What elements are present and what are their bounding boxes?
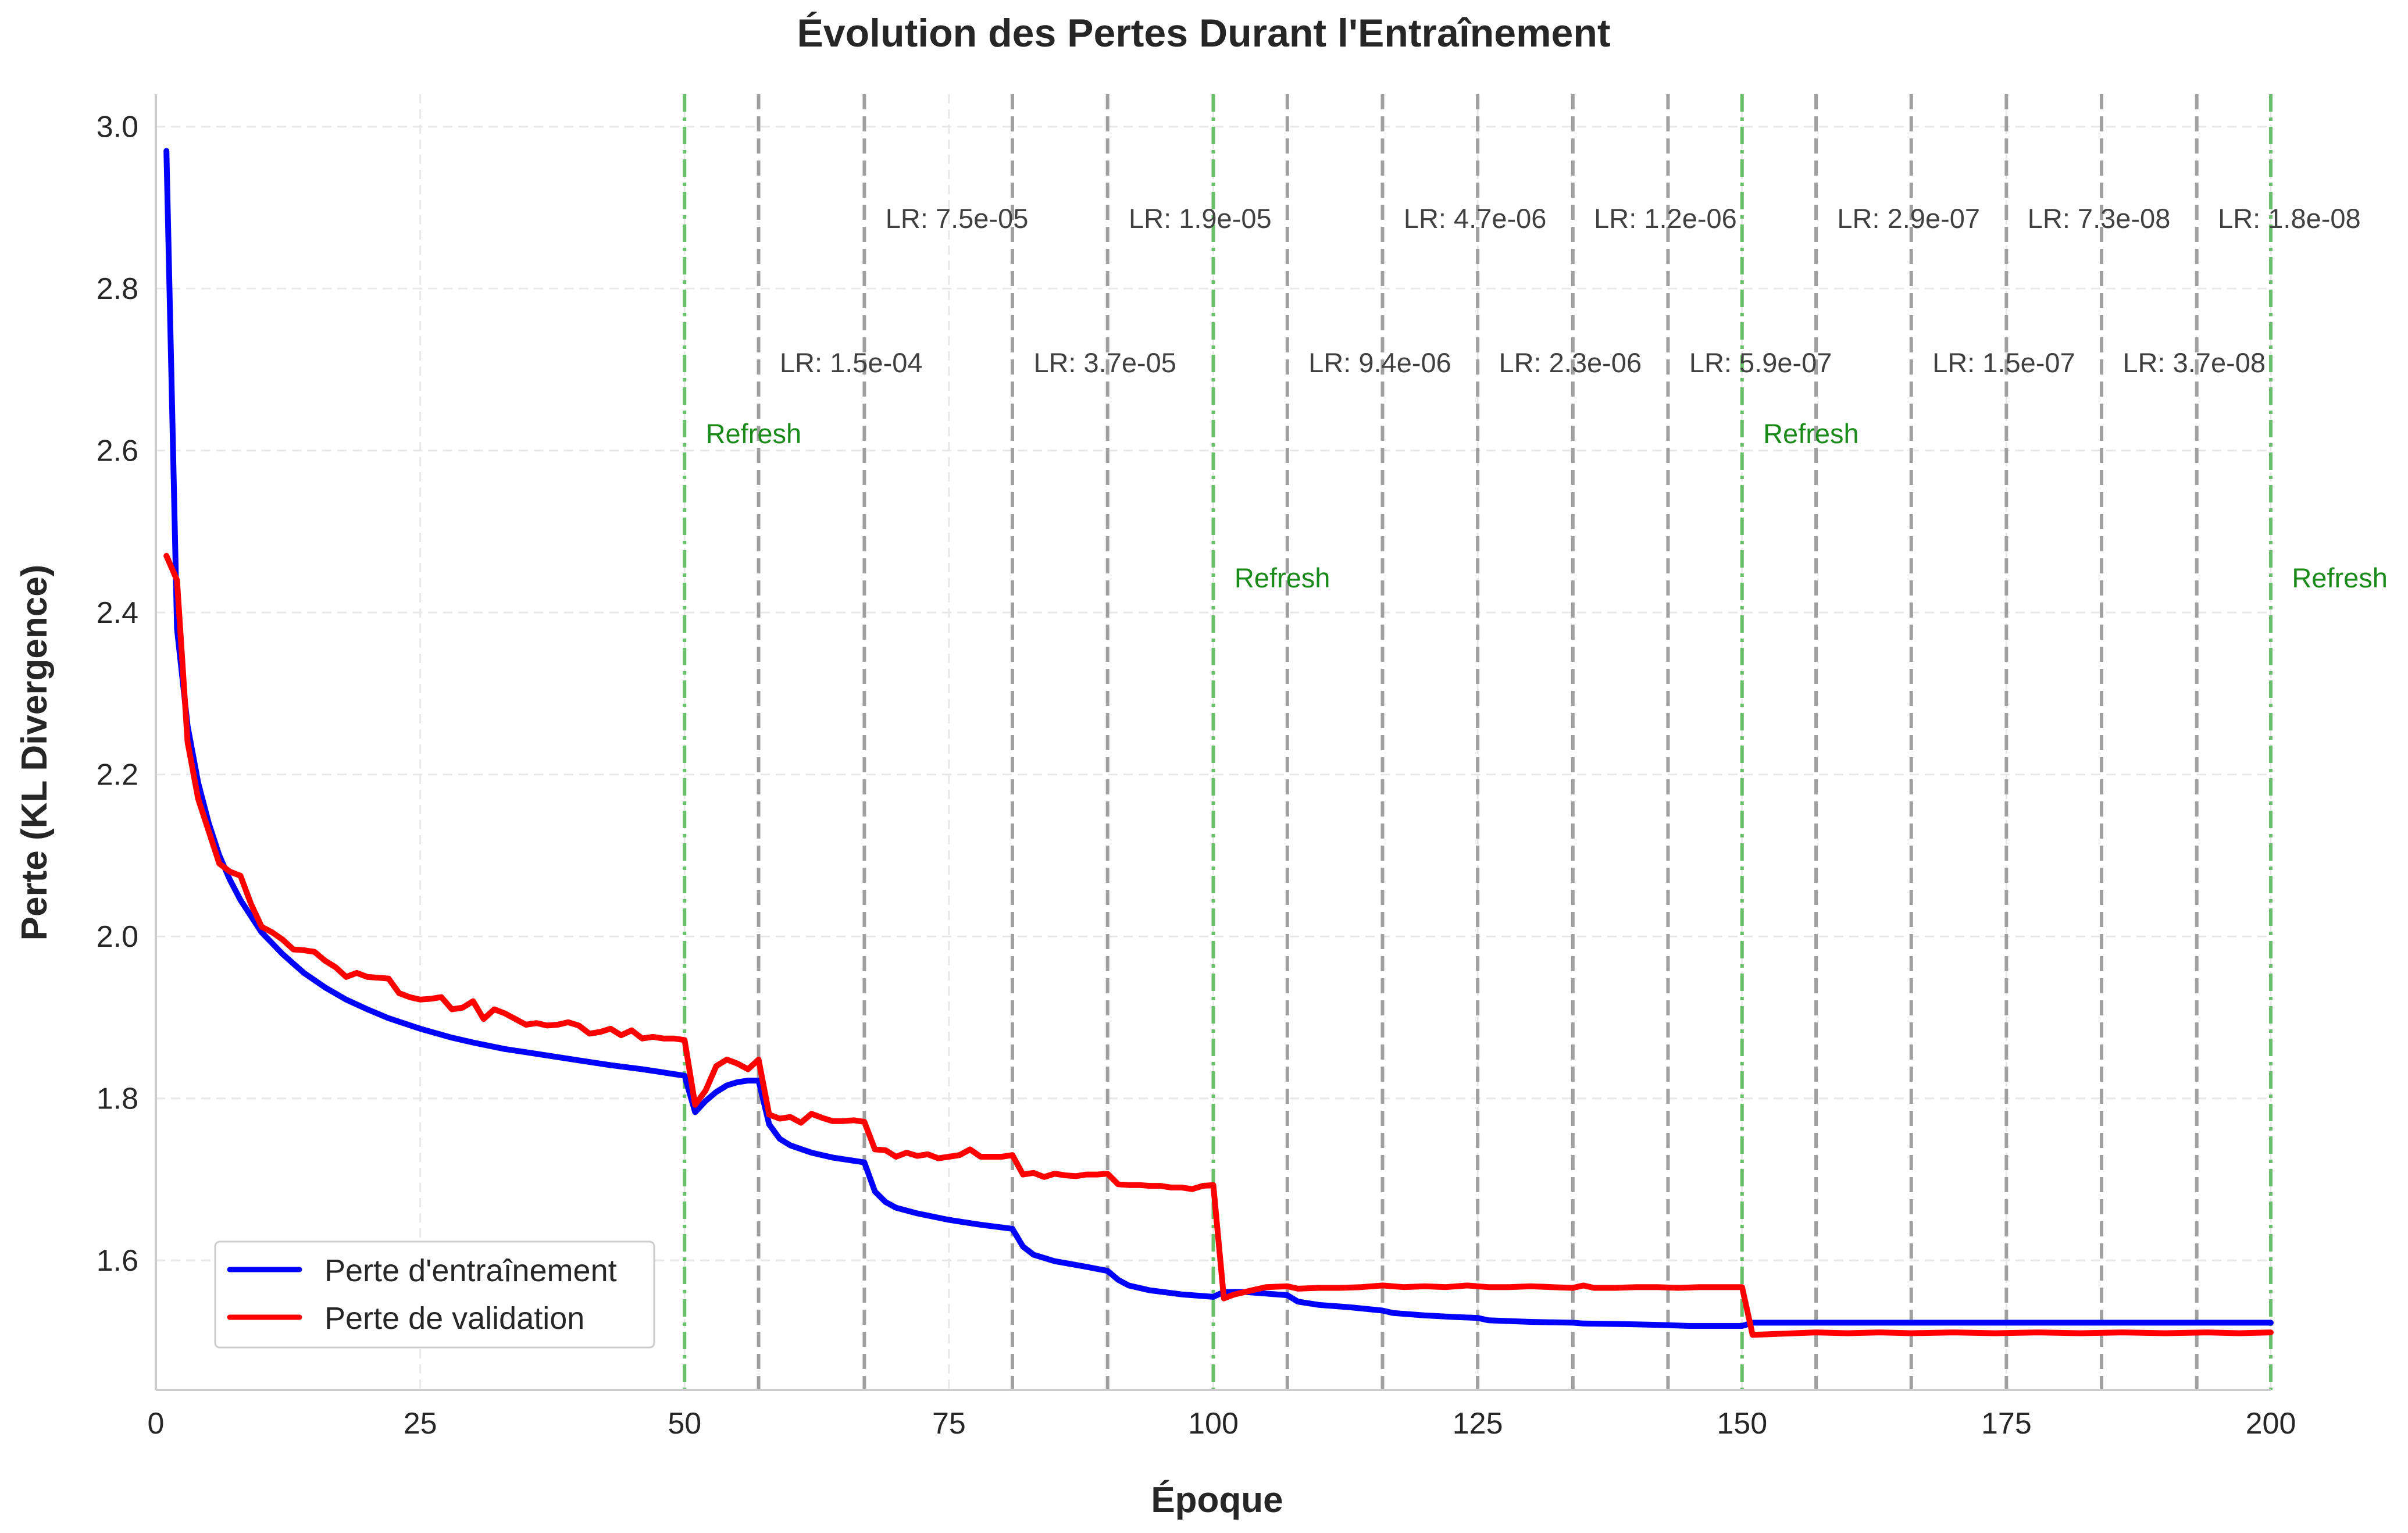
legend-label-validation: Perte de validation: [324, 1301, 584, 1336]
y-tick-label: 2.8: [97, 272, 138, 306]
refresh-annotation: Refresh: [1235, 562, 1330, 593]
x-tick-label: 175: [1981, 1407, 2032, 1441]
refresh-annotation: Refresh: [2292, 562, 2388, 593]
x-tick-label: 50: [668, 1407, 701, 1441]
y-tick-label: 1.8: [97, 1082, 138, 1116]
x-tick-label: 200: [2246, 1407, 2296, 1441]
x-tick-label: 0: [148, 1407, 165, 1441]
y-tick-label: 2.4: [97, 596, 138, 630]
series-line-training: [163, 148, 2274, 1329]
x-tick-label: 75: [932, 1407, 966, 1441]
lr-annotation: LR: 5.9e-07: [1689, 347, 1832, 378]
y-tick-label: 2.6: [97, 434, 138, 468]
lr-annotation: LR: 2.9e-07: [1837, 203, 1980, 234]
y-axis-label: Perte (KL Divergence): [15, 565, 55, 941]
annotations: LR: 1.5e-04 LR: 7.5e-05 LR: 3.7e-05 LR: 1.9…: [706, 203, 2388, 593]
refresh-annotation: Refresh: [706, 418, 802, 449]
lr-annotation: LR: 4.7e-06: [1404, 203, 1547, 234]
axes: 0 25 50 75 100 125 150 175 200 1.6 1.8 2.0 2.2 2.4 2.6…: [97, 94, 2296, 1441]
y-tick-label: 1.6: [97, 1244, 138, 1278]
legend-label-training: Perte d'entraînement: [324, 1253, 617, 1288]
lr-annotation: LR: 7.5e-05: [886, 203, 1029, 234]
lr-annotation: LR: 3.7e-08: [2122, 347, 2266, 378]
series-line-validation: [163, 552, 2274, 1338]
series-lines: [163, 148, 2274, 1338]
lr-annotation: LR: 1.8e-08: [2218, 203, 2361, 234]
lr-annotation: LR: 9.4e-06: [1308, 347, 1451, 378]
legend-box: [214, 1240, 655, 1349]
lr-annotation: LR: 2.3e-06: [1499, 347, 1642, 378]
lr-annotation: LR: 1.2e-06: [1594, 203, 1737, 234]
lr-annotation: LR: 1.5e-07: [1932, 347, 2075, 378]
x-tick-label: 125: [1453, 1407, 1503, 1441]
vertical-markers: [683, 94, 2273, 1390]
x-tick-label: 25: [404, 1407, 437, 1441]
lr-annotation: LR: 7.3e-08: [2028, 203, 2171, 234]
x-axis-label: Époque: [1151, 1480, 1283, 1520]
refresh-annotation: Refresh: [1763, 418, 1859, 449]
y-tick-label: 3.0: [97, 110, 138, 144]
y-tick-label: 2.0: [97, 920, 138, 954]
lr-annotation: LR: 1.5e-04: [780, 347, 923, 378]
legend: Perte d'entraînement Perte de validation: [214, 1240, 655, 1349]
chart-title: Évolution des Pertes Durant l'Entraîneme…: [797, 11, 1610, 55]
lr-annotation: LR: 1.9e-05: [1129, 203, 1272, 234]
lr-annotation: LR: 3.7e-05: [1033, 347, 1176, 378]
x-tick-label: 150: [1717, 1407, 1767, 1441]
x-tick-label: 100: [1188, 1407, 1239, 1441]
y-tick-label: 2.2: [97, 758, 138, 792]
